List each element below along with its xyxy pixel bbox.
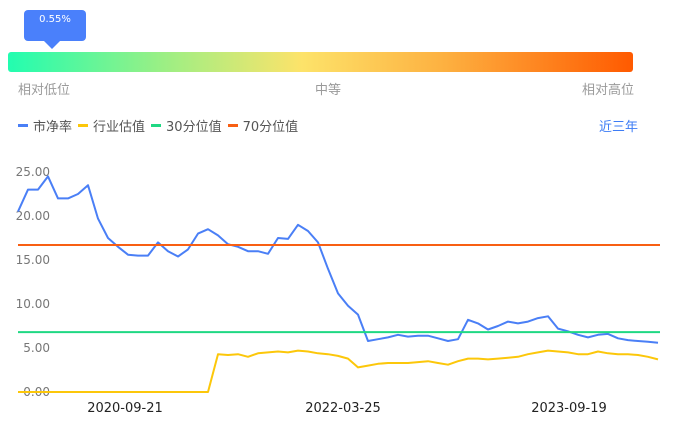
x-tick-label: 2022-03-25 [305, 401, 381, 416]
legend-swatch [151, 124, 162, 127]
scale-low-label: 相对低位 [18, 83, 71, 98]
y-tick-label: 25.00 [16, 165, 50, 179]
legend-item-p30[interactable]: 30分位值 [151, 116, 222, 135]
legend-swatch [78, 124, 89, 127]
y-tick-label: 10.00 [16, 297, 50, 311]
y-tick-label: 20.00 [16, 209, 50, 223]
period-selector-button[interactable]: 近三年 [599, 120, 639, 135]
series-line-industry [18, 349, 659, 393]
legend-label: 70分位值 [242, 120, 299, 135]
percentile-gradient-bar [8, 52, 633, 72]
legend-swatch [18, 124, 28, 127]
legend-item-p70[interactable]: 70分位值 [227, 116, 299, 135]
legend-label: 30分位值 [166, 120, 222, 135]
legend-item-industry[interactable]: 行业估值 [78, 116, 145, 135]
percentile-value: 0.55% [39, 14, 71, 25]
x-tick-label: 2020-09-21 [87, 401, 163, 416]
y-tick-label: 15.00 [16, 253, 50, 267]
x-tick-label: 2023-09-19 [531, 401, 607, 416]
y-tick-label: 5.00 [23, 341, 50, 355]
chart-legend: 市净率 行业估值 30分位值 70分位值 [18, 116, 298, 135]
legend-label: 市净率 [33, 120, 73, 135]
legend-swatch [227, 124, 238, 127]
legend-label: 行业估值 [93, 120, 146, 135]
legend-item-pb[interactable]: 市净率 [18, 116, 72, 135]
percentile-tooltip: 0.55% [24, 10, 86, 49]
scale-high-label: 相对高位 [582, 83, 635, 98]
series-line-pb [17, 175, 659, 344]
scale-mid-label: 中等 [315, 83, 342, 98]
